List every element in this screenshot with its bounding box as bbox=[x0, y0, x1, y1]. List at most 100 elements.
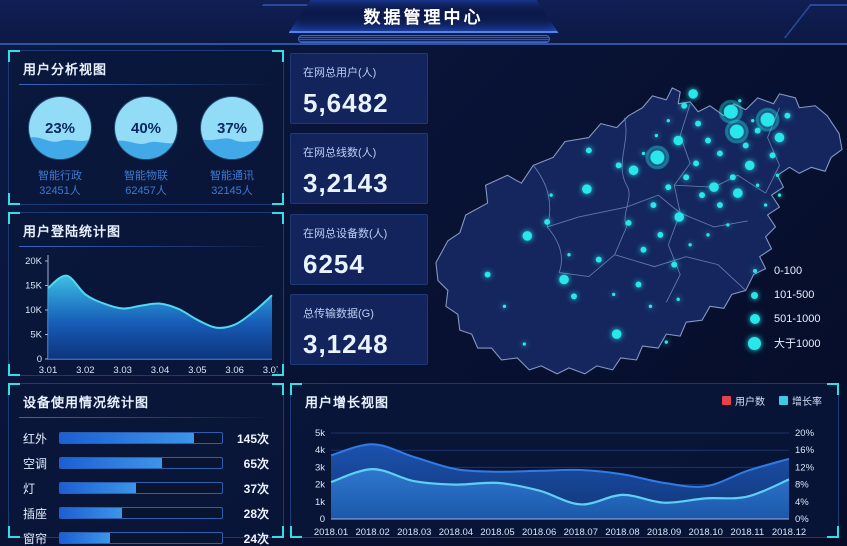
bar-category-label: 插座 bbox=[23, 506, 48, 521]
gauge-percent: 23% bbox=[45, 120, 75, 137]
x-axis-tick-label: 2018.07 bbox=[564, 527, 598, 538]
x-axis-tick-label: 2018.02 bbox=[355, 527, 389, 538]
bar-value-label: 28次 bbox=[243, 506, 269, 521]
map-dot bbox=[665, 184, 672, 191]
login-area-fill bbox=[48, 275, 272, 359]
right-axis-tick-label: 4% bbox=[795, 497, 809, 508]
stat-card-total-devices: 在网总设备数(人) 6254 bbox=[290, 214, 428, 285]
y-axis-tick-label: 20K bbox=[25, 256, 43, 267]
left-axis-tick-label: 4k bbox=[315, 445, 325, 456]
x-axis-tick-label: 3.03 bbox=[113, 365, 131, 376]
map-dot bbox=[582, 184, 592, 194]
page-title: 数据管理中心 bbox=[363, 8, 484, 27]
map-dot bbox=[769, 152, 776, 159]
liquid-gauge-chart: 23% bbox=[28, 96, 92, 160]
map-dot bbox=[716, 150, 723, 157]
login-area-line bbox=[47, 274, 273, 329]
legend-swatch-red bbox=[722, 396, 731, 405]
legend-item-users: 用户数 bbox=[722, 393, 765, 408]
bar-track bbox=[59, 507, 223, 519]
x-axis-tick-label: 3.06 bbox=[225, 365, 244, 376]
map-dot bbox=[522, 231, 533, 241]
bar-fill bbox=[60, 533, 111, 543]
legend-swatch-cyan bbox=[779, 396, 788, 405]
y-axis-tick-label: 5K bbox=[30, 330, 42, 341]
panel-title: 用户分析视图 bbox=[23, 62, 108, 77]
map-dot bbox=[726, 223, 730, 227]
stat-card-total-lines: 在网总线数(人) 3,2143 bbox=[290, 133, 428, 204]
map-dot bbox=[706, 233, 710, 237]
bar-value-label: 145次 bbox=[236, 431, 269, 446]
device-usage-row: 灯 37次 bbox=[23, 480, 269, 496]
map-dot-halo bbox=[755, 107, 780, 132]
x-axis-tick-label: 2018.09 bbox=[647, 527, 681, 538]
map-dot bbox=[742, 142, 749, 149]
map-dot bbox=[657, 231, 664, 238]
panel-user-analysis: 用户分析视图 23% 智能行政 32451人 bbox=[8, 50, 284, 205]
map-dot bbox=[744, 160, 755, 171]
title-divider bbox=[19, 84, 273, 85]
map-dot bbox=[635, 281, 642, 288]
x-axis-tick-label: 2018.01 bbox=[314, 527, 348, 538]
map-dot bbox=[585, 147, 592, 154]
gauge-percent: 40% bbox=[131, 120, 161, 137]
map-dot bbox=[754, 127, 761, 134]
map-dot-layer bbox=[484, 89, 791, 346]
map-dot bbox=[611, 292, 616, 297]
device-usage-row: 插座 28次 bbox=[23, 505, 269, 521]
map-dot bbox=[559, 274, 569, 285]
map-dot bbox=[549, 193, 553, 197]
users-line bbox=[330, 443, 790, 488]
stat-value: 3,2143 bbox=[303, 168, 389, 198]
left-axis-tick-label: 5k bbox=[315, 428, 325, 439]
x-axis-tick-label: 3.04 bbox=[151, 365, 170, 376]
panel-device-usage: 设备使用情况统计图 红外 145次 空调 65次灯 37次 插座 28次 窗帘 24次 bbox=[8, 383, 284, 546]
right-axis-tick-label: 0% bbox=[795, 514, 809, 525]
bar-fill bbox=[60, 508, 122, 518]
x-axis-tick-label: 3.07 bbox=[263, 365, 278, 376]
map-dot bbox=[688, 243, 692, 247]
map-dot bbox=[502, 304, 507, 309]
map-dot bbox=[628, 165, 639, 176]
x-axis-tick-label: 3.01 bbox=[39, 365, 58, 376]
map-dot bbox=[570, 293, 577, 300]
map-legend-item: 大于1000 bbox=[748, 331, 821, 355]
map-dot bbox=[664, 340, 668, 344]
right-axis-tick-label: 20% bbox=[795, 428, 815, 439]
map-dot bbox=[544, 218, 551, 225]
map-dot bbox=[723, 104, 738, 119]
map-dot bbox=[671, 261, 678, 268]
panel-login-stats: 用户登陆统计图 0 5K 10K 15K 20K 3.01 3.02 3.03 3.04 3.05… bbox=[8, 212, 284, 376]
legend-dot-icon bbox=[750, 314, 760, 324]
x-axis-tick-label: 2018.05 bbox=[480, 527, 514, 538]
x-axis-tick-label: 2018.08 bbox=[605, 527, 639, 538]
stat-label: 在网总线数(人) bbox=[303, 147, 377, 159]
gauge-row: 23% 智能行政 32451人 40% 智能物联 62457人 bbox=[9, 85, 283, 198]
legend-label: 大于1000 bbox=[774, 338, 821, 350]
stat-card-total-users: 在网总用户(人) 5,6482 bbox=[290, 53, 428, 124]
legend-label: 用户数 bbox=[735, 397, 765, 408]
map-dot bbox=[760, 112, 775, 127]
x-axis-tick-label: 2018.12 bbox=[772, 527, 806, 538]
right-axis-tick-label: 12% bbox=[795, 462, 815, 473]
y-axis-tick-label: 15K bbox=[25, 281, 43, 292]
map-dot bbox=[705, 137, 711, 144]
bar-value-label: 65次 bbox=[243, 456, 269, 471]
map-outline bbox=[435, 87, 843, 375]
map-dot bbox=[688, 89, 698, 99]
map-dot bbox=[615, 162, 622, 169]
bar-category-label: 灯 bbox=[23, 481, 36, 496]
map-dot bbox=[774, 132, 785, 143]
stat-label: 在网总用户(人) bbox=[303, 67, 377, 79]
header-bar: 数据管理中心 bbox=[0, 0, 847, 45]
legend-label: 101-500 bbox=[774, 289, 815, 301]
left-axis-tick-label: 3k bbox=[315, 462, 325, 473]
map-dot bbox=[784, 112, 791, 119]
gauge-count: 62457人 bbox=[125, 185, 167, 197]
map-dot bbox=[650, 150, 665, 165]
gauge-label: 智能行政 bbox=[38, 170, 82, 182]
map-dot bbox=[654, 133, 659, 138]
right-axis-tick-label: 8% bbox=[795, 480, 809, 491]
bar-value-label: 37次 bbox=[243, 481, 269, 496]
